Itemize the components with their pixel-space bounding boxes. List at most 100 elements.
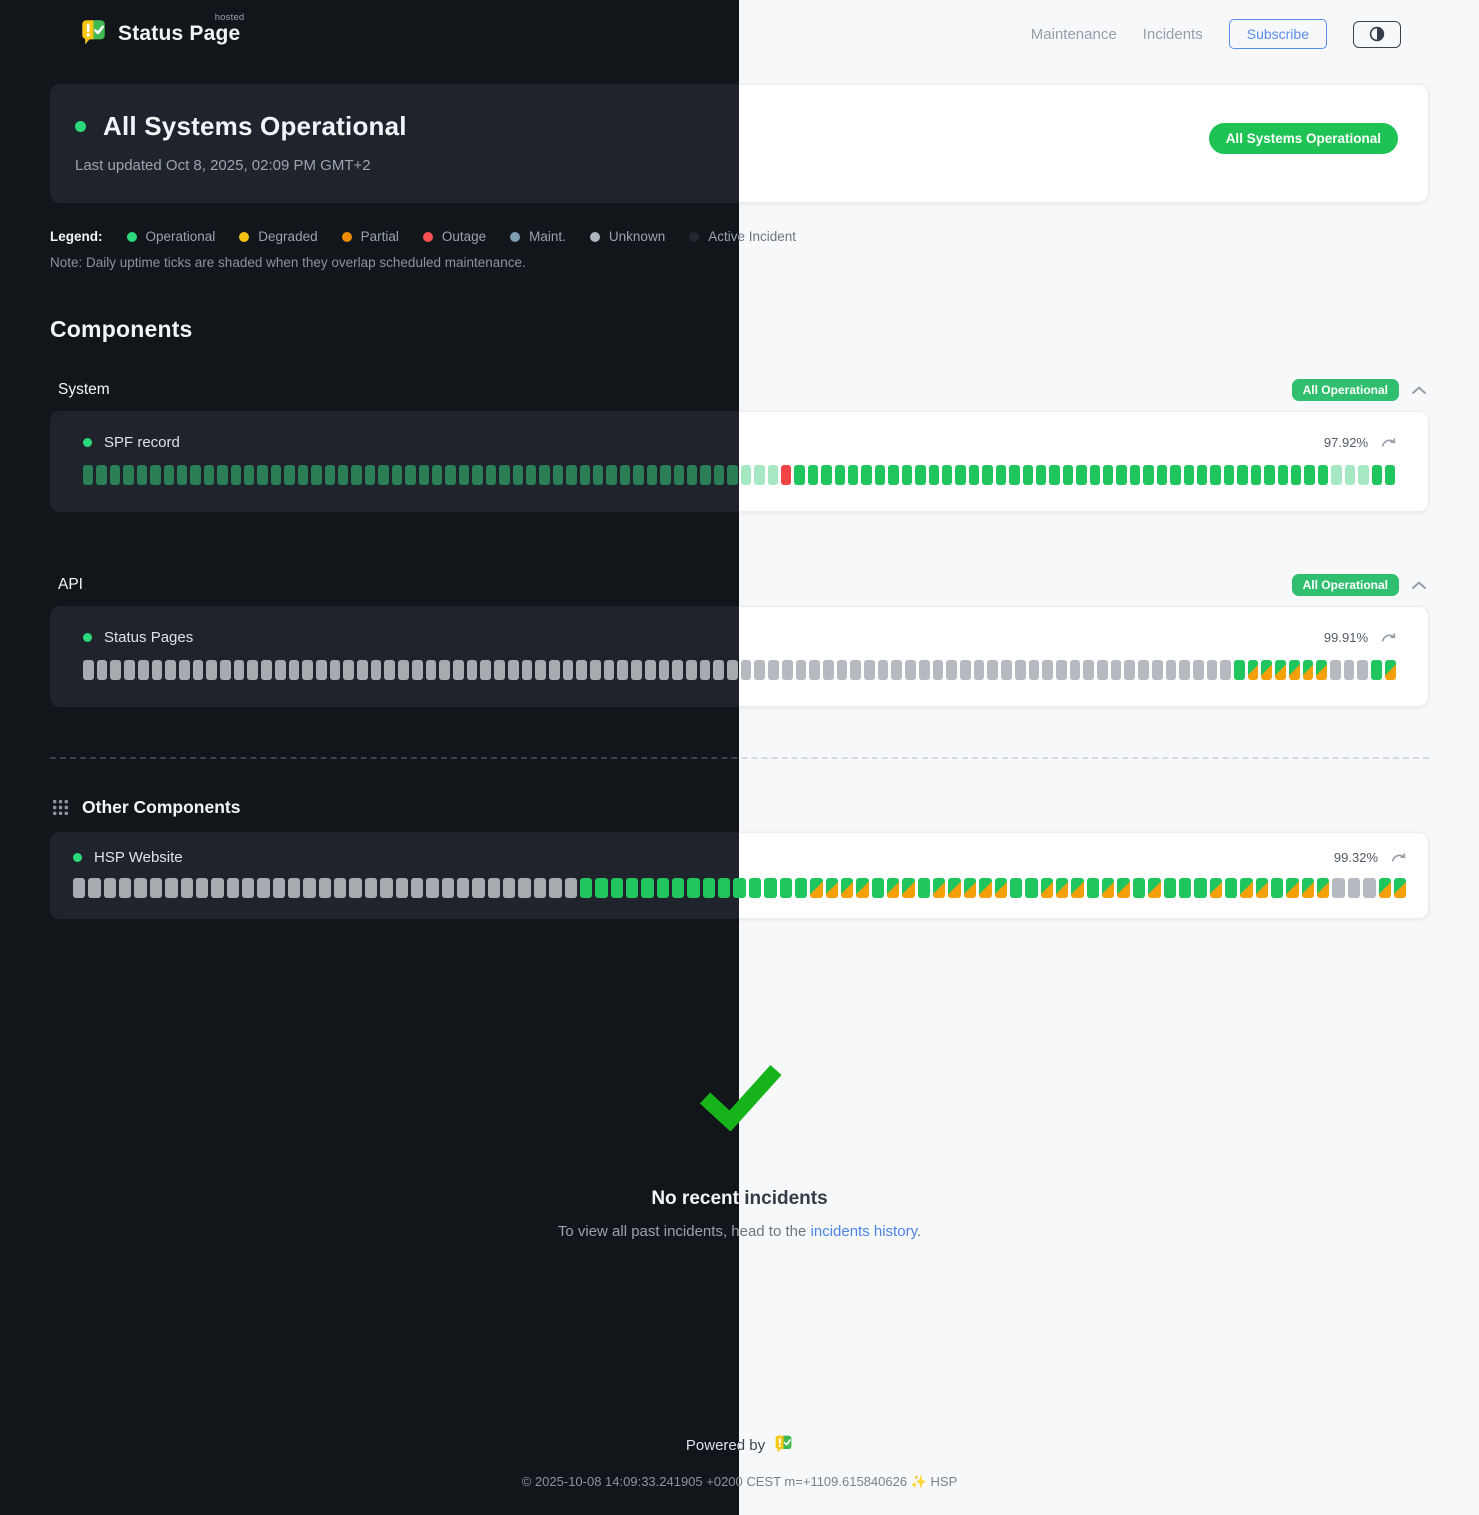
- uptime-tick[interactable]: [1083, 660, 1095, 680]
- uptime-tick[interactable]: [631, 660, 642, 680]
- chevron-up-icon[interactable]: [1411, 385, 1427, 395]
- uptime-tick[interactable]: [1001, 660, 1012, 680]
- uptime-tick[interactable]: [1304, 465, 1315, 485]
- uptime-tick[interactable]: [1288, 660, 1300, 680]
- uptime-tick[interactable]: [781, 660, 793, 680]
- uptime-tick[interactable]: [856, 878, 869, 898]
- uptime-tick[interactable]: [1009, 878, 1023, 898]
- uptime-tick[interactable]: [1151, 660, 1163, 680]
- uptime-tick[interactable]: [494, 660, 505, 680]
- uptime-tick[interactable]: [83, 465, 94, 485]
- uptime-tick[interactable]: [946, 660, 957, 680]
- uptime-tick[interactable]: [850, 660, 862, 680]
- uptime-tick[interactable]: [391, 465, 403, 485]
- uptime-tick[interactable]: [518, 878, 531, 898]
- uptime-tick[interactable]: [562, 660, 574, 680]
- uptime-tick[interactable]: [233, 660, 245, 680]
- uptime-tick[interactable]: [349, 878, 362, 898]
- history-arrow-icon[interactable]: [1391, 852, 1406, 863]
- uptime-tick[interactable]: [549, 878, 562, 898]
- uptime-tick[interactable]: [595, 878, 608, 898]
- uptime-tick[interactable]: [150, 465, 161, 485]
- uptime-tick[interactable]: [220, 660, 231, 680]
- uptime-tick[interactable]: [1014, 660, 1026, 680]
- uptime-tick[interactable]: [241, 878, 255, 898]
- uptime-tick[interactable]: [1393, 878, 1407, 898]
- uptime-tick[interactable]: [302, 660, 313, 680]
- uptime-tick[interactable]: [521, 660, 533, 680]
- uptime-tick[interactable]: [1163, 878, 1176, 898]
- theme-toggle-button[interactable]: [1353, 20, 1401, 48]
- uptime-tick[interactable]: [288, 878, 301, 898]
- uptime-tick[interactable]: [384, 660, 396, 680]
- uptime-tick[interactable]: [338, 465, 349, 485]
- uptime-tick[interactable]: [1069, 660, 1081, 680]
- uptime-tick[interactable]: [1183, 465, 1195, 485]
- uptime-tick[interactable]: [700, 465, 711, 485]
- uptime-tick[interactable]: [211, 878, 224, 898]
- nav-incidents[interactable]: Incidents: [1142, 25, 1203, 43]
- uptime-tick[interactable]: [942, 465, 953, 485]
- uptime-tick[interactable]: [88, 878, 101, 898]
- uptime-tick[interactable]: [1210, 465, 1221, 485]
- uptime-tick[interactable]: [73, 878, 86, 898]
- uptime-tick[interactable]: [727, 465, 738, 485]
- uptime-tick[interactable]: [272, 878, 286, 898]
- uptime-tick[interactable]: [395, 878, 408, 898]
- uptime-tick[interactable]: [1086, 878, 1100, 898]
- uptime-tick[interactable]: [274, 660, 286, 680]
- uptime-tick[interactable]: [748, 878, 762, 898]
- uptime-tick[interactable]: [641, 878, 654, 898]
- uptime-tick[interactable]: [1371, 660, 1382, 680]
- uptime-tick[interactable]: [441, 878, 454, 898]
- uptime-tick[interactable]: [230, 465, 242, 485]
- uptime-tick[interactable]: [1317, 465, 1329, 485]
- uptime-tick[interactable]: [485, 465, 497, 485]
- uptime-tick[interactable]: [370, 660, 382, 680]
- uptime-tick[interactable]: [603, 660, 615, 680]
- uptime-tick[interactable]: [955, 465, 966, 485]
- uptime-tick[interactable]: [507, 660, 519, 680]
- uptime-ticks[interactable]: [739, 878, 1407, 898]
- uptime-tick[interactable]: [1143, 465, 1154, 485]
- uptime-tick[interactable]: [740, 660, 752, 680]
- uptime-tick[interactable]: [103, 878, 117, 898]
- uptime-tick[interactable]: [658, 660, 670, 680]
- uptime-tick[interactable]: [1076, 465, 1087, 485]
- uptime-tick[interactable]: [1040, 878, 1053, 898]
- uptime-tick[interactable]: [165, 660, 176, 680]
- uptime-tick[interactable]: [1255, 878, 1269, 898]
- uptime-tick[interactable]: [96, 660, 108, 680]
- uptime-tick[interactable]: [257, 465, 268, 485]
- uptime-tick[interactable]: [1178, 878, 1192, 898]
- uptime-tick[interactable]: [566, 465, 577, 485]
- uptime-tick[interactable]: [834, 465, 846, 485]
- uptime-tick[interactable]: [261, 660, 272, 680]
- uptime-tick[interactable]: [871, 878, 885, 898]
- uptime-tick[interactable]: [968, 465, 980, 485]
- uptime-tick[interactable]: [767, 465, 778, 485]
- uptime-tick[interactable]: [324, 465, 336, 485]
- uptime-ticks[interactable]: [739, 465, 1396, 485]
- uptime-tick[interactable]: [718, 878, 731, 898]
- uptime-tick[interactable]: [687, 878, 700, 898]
- uptime-tick[interactable]: [1028, 660, 1040, 680]
- uptime-tick[interactable]: [351, 465, 362, 485]
- uptime-tick[interactable]: [656, 878, 670, 898]
- uptime-tick[interactable]: [217, 465, 228, 485]
- uptime-tick[interactable]: [1363, 878, 1376, 898]
- uptime-tick[interactable]: [405, 465, 416, 485]
- uptime-tick[interactable]: [499, 465, 510, 485]
- uptime-tick[interactable]: [1316, 660, 1327, 680]
- uptime-tick[interactable]: [1237, 465, 1248, 485]
- uptime-tick[interactable]: [431, 465, 443, 485]
- uptime-tick[interactable]: [1384, 660, 1396, 680]
- uptime-tick[interactable]: [257, 878, 270, 898]
- uptime-tick[interactable]: [660, 465, 671, 485]
- uptime-tick[interactable]: [472, 465, 483, 485]
- uptime-tick[interactable]: [1277, 465, 1288, 485]
- uptime-tick[interactable]: [948, 878, 961, 898]
- uptime-tick[interactable]: [1194, 878, 1207, 898]
- uptime-tick[interactable]: [364, 878, 378, 898]
- uptime-tick[interactable]: [625, 878, 639, 898]
